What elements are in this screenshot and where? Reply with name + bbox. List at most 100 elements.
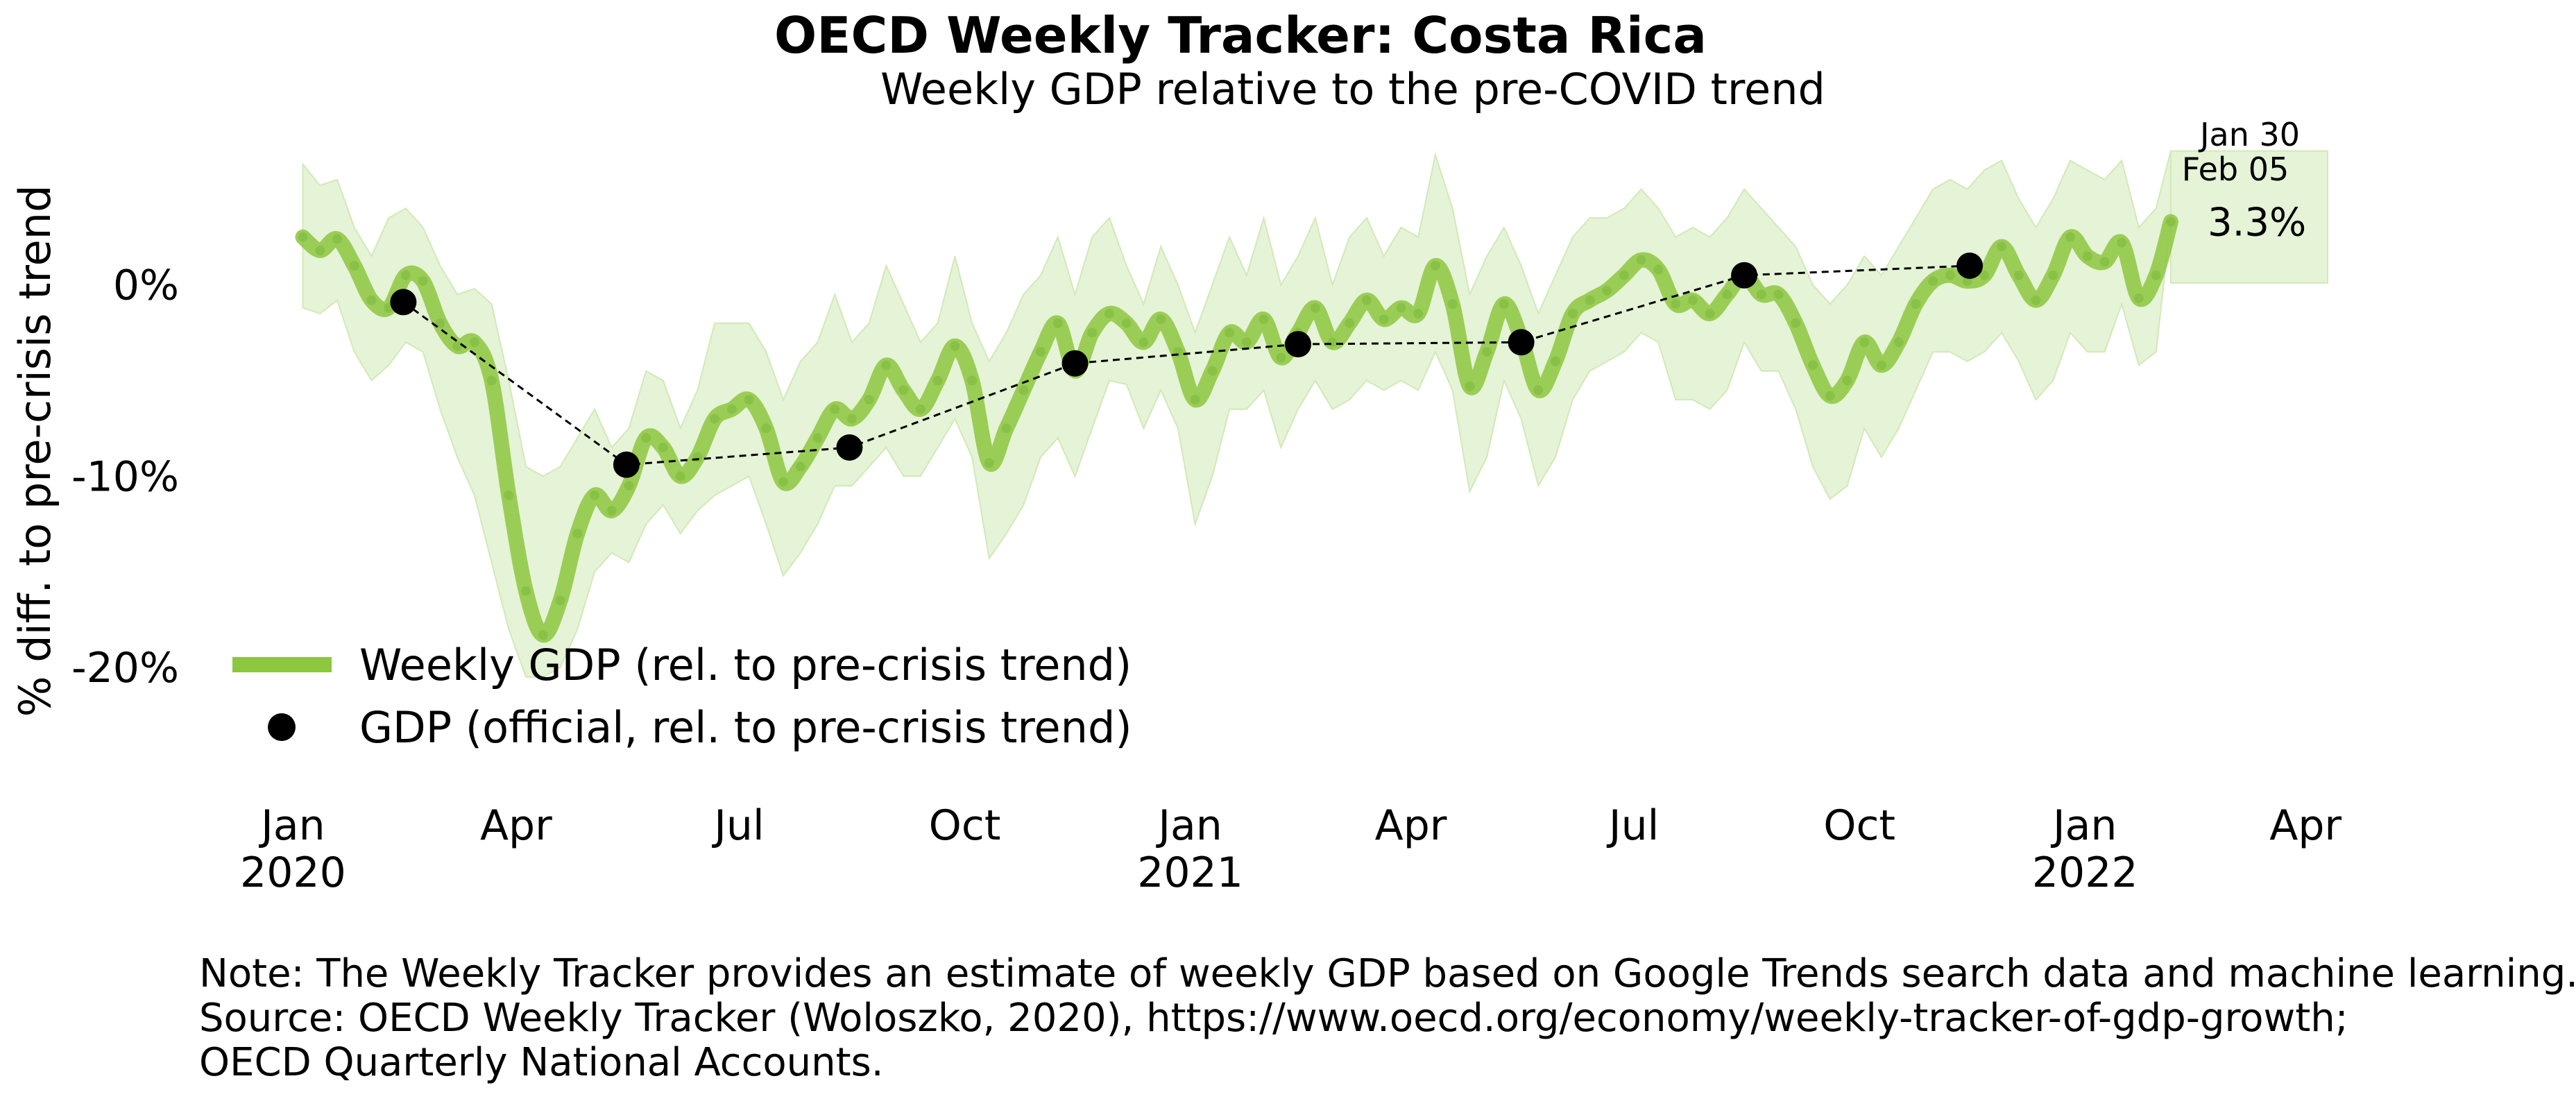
weekly-gdp-point [469, 337, 479, 348]
weekly-gdp-point [1225, 327, 1235, 338]
weekly-gdp-point [555, 595, 565, 606]
weekly-gdp-point [1602, 285, 1612, 296]
weekly-gdp-point [1052, 318, 1063, 328]
weekly-gdp-point [1156, 314, 1166, 325]
x-tick-label: Apr [2269, 801, 2342, 850]
weekly-gdp-point [606, 506, 617, 516]
weekly-gdp-point [435, 318, 445, 328]
y-axis-label: % diff. to pre-crisis trend [10, 185, 60, 717]
latest-value-label: 3.3% [2208, 201, 2306, 246]
weekly-gdp-point [349, 261, 359, 271]
weekly-gdp-point [2151, 270, 2161, 280]
weekly-gdp-point [1722, 289, 1732, 300]
weekly-gdp-point [795, 461, 805, 472]
weekly-gdp-point [538, 630, 548, 640]
weekly-gdp-point [641, 433, 651, 443]
official-gdp-point [1956, 253, 1984, 279]
legend-label-weekly-gdp: Weekly GDP (rel. to pre-crisis trend) [359, 640, 1132, 690]
weekly-gdp-point [2117, 237, 2127, 248]
weekly-gdp-point [366, 295, 377, 305]
weekly-gdp-point [1018, 385, 1029, 395]
y-tick-label: 0% [113, 262, 179, 310]
weekly-gdp-point [1533, 385, 1544, 395]
weekly-gdp-point [1327, 337, 1338, 348]
weekly-gdp-point [1893, 337, 1904, 348]
weekly-gdp-point [1687, 295, 1698, 305]
weekly-gdp-point [1859, 337, 1870, 348]
weekly-gdp-point [881, 360, 892, 370]
weekly-gdp-point [847, 414, 857, 424]
weekly-gdp-point [1773, 289, 1784, 300]
weekly-gdp-point [1259, 314, 1269, 325]
weekly-gdp-point [761, 423, 771, 434]
weekly-gdp-line-layer [295, 214, 2178, 643]
weekly-gdp-point [2031, 295, 2041, 305]
weekly-gdp-point [1138, 337, 1149, 348]
weekly-gdp-point [1979, 270, 1990, 280]
weekly-gdp-point [1276, 352, 1286, 363]
weekly-gdp-point [1465, 381, 1475, 391]
legend-label-official-gdp: GDP (official, rel. to pre-crisis trend) [359, 702, 1132, 753]
weekly-gdp-point [2013, 270, 2024, 280]
weekly-gdp-point [898, 385, 909, 395]
official-gdp-point [1061, 350, 1089, 377]
official-gdp-layer [390, 253, 1984, 478]
weekly-gdp-point [710, 414, 720, 424]
official-gdp-connector [402, 264, 1970, 466]
weekly-gdp-point [1310, 303, 1320, 313]
weekly-gdp-point [624, 481, 634, 491]
official-gdp-point [836, 434, 863, 461]
weekly-gdp-point [967, 375, 978, 386]
weekly-gdp-point [2099, 257, 2110, 267]
x-tick-label: Oct [1823, 801, 1895, 850]
official-gdp-point [1285, 331, 1311, 358]
weekly-gdp-point [932, 375, 943, 386]
confidence-band-layer [302, 150, 2329, 678]
weekly-gdp-point [1036, 347, 1046, 357]
weekly-gdp-point [658, 443, 668, 452]
weekly-gdp-point [1104, 309, 1114, 318]
weekly-gdp-point [572, 529, 583, 539]
weekly-gdp-point [1997, 241, 2007, 252]
weekly-gdp-point [830, 404, 840, 414]
x-tick-year-label: 2020 [240, 849, 346, 897]
weekly-gdp-point [1413, 309, 1424, 318]
weekly-gdp-point [744, 395, 754, 405]
weekly-gdp-point [726, 404, 737, 414]
weekly-gdp-point [1499, 299, 1509, 309]
x-tick-label: Jan [258, 801, 325, 850]
weekly-gdp-point [1945, 270, 1955, 280]
note-line-1: Note: The Weekly Tracker provides an est… [199, 951, 2576, 996]
weekly-gdp-point [1911, 299, 1921, 309]
x-tick-label: Jul [711, 801, 764, 850]
x-tick-label: Jul [1606, 801, 1659, 850]
weekly-gdp-point [315, 246, 325, 255]
weekly-gdp-point [1585, 295, 1595, 305]
weekly-gdp-point [1636, 255, 1646, 265]
weekly-gdp-point [864, 395, 874, 405]
weekly-gdp-point [2082, 251, 2092, 262]
legend-swatch-official-gdp [268, 713, 296, 741]
weekly-gdp-point [2065, 232, 2075, 242]
weekly-gdp-point [1808, 360, 1818, 370]
weekly-gdp-point [1928, 276, 1938, 287]
weekly-gdp-point [1001, 423, 1012, 434]
weekly-gdp-point [2048, 270, 2058, 280]
legend: Weekly GDP (rel. to pre-crisis trend) GD… [232, 640, 1132, 753]
weekly-gdp-point [1842, 375, 1852, 386]
weekly-gdp-point [590, 490, 599, 500]
chart-title: OECD Weekly Tracker: Costa Rica [774, 6, 1707, 65]
weekly-gdp-point [1345, 318, 1355, 328]
x-tick-label: Apr [1375, 801, 1447, 850]
note-line-3: OECD Quarterly National Accounts. [199, 1040, 884, 1085]
weekly-gdp-point [452, 341, 463, 351]
weekly-gdp-point [486, 375, 497, 386]
weekly-gdp-point [1791, 318, 1801, 328]
weekly-gdp-point [1567, 309, 1578, 318]
x-tick-year-label: 2021 [1137, 849, 1243, 897]
confidence-band [302, 151, 2172, 678]
x-tick-label: Jan [2050, 801, 2117, 850]
chart-subtitle: Weekly GDP relative to the pre-COVID tre… [880, 64, 1825, 114]
weekly-gdp-point [1396, 303, 1406, 313]
